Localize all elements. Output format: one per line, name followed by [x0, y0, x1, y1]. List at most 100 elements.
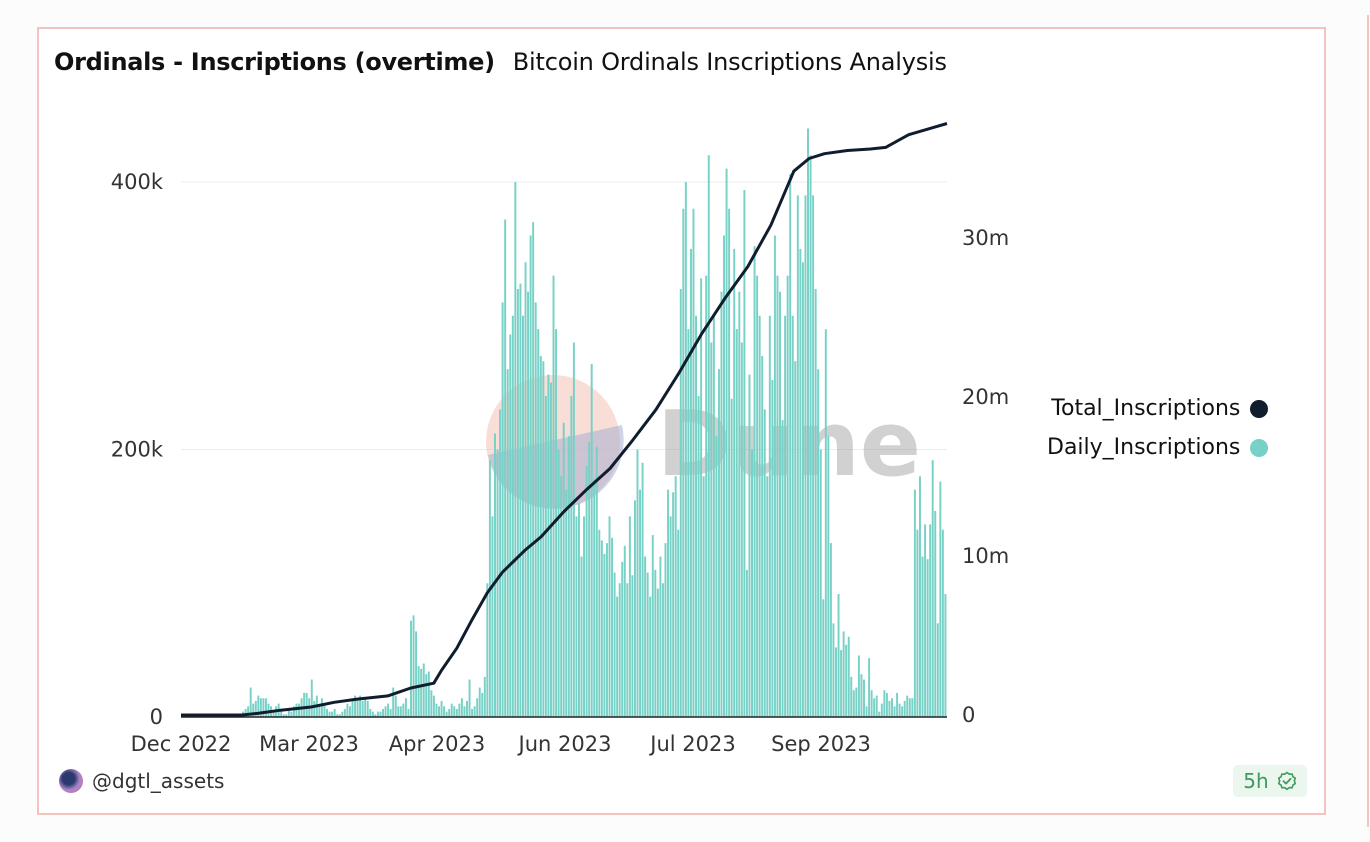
daily-bar[interactable]	[478, 687, 481, 717]
daily-bar[interactable]	[786, 275, 789, 717]
daily-bar[interactable]	[695, 315, 698, 717]
daily-bar[interactable]	[837, 593, 840, 717]
daily-bar[interactable]	[761, 355, 764, 717]
daily-bar[interactable]	[804, 195, 807, 717]
daily-bar[interactable]	[720, 291, 723, 717]
daily-bar[interactable]	[812, 195, 815, 717]
daily-bar[interactable]	[913, 489, 916, 717]
daily-bar[interactable]	[254, 700, 257, 717]
daily-bar[interactable]	[707, 155, 710, 717]
daily-bar[interactable]	[410, 620, 412, 717]
daily-bar[interactable]	[723, 235, 725, 718]
daily-bar[interactable]	[934, 511, 937, 717]
daily-bar[interactable]	[865, 706, 868, 717]
daily-bar[interactable]	[896, 692, 899, 717]
daily-bar[interactable]	[443, 706, 446, 717]
daily-bar[interactable]	[728, 208, 731, 717]
daily-bar[interactable]	[908, 698, 911, 717]
daily-bar[interactable]	[827, 436, 830, 717]
daily-bar[interactable]	[341, 711, 344, 717]
daily-bar[interactable]	[616, 596, 619, 717]
daily-bar[interactable]	[758, 315, 761, 717]
daily-bar[interactable]	[885, 692, 888, 717]
daily-bar[interactable]	[458, 703, 461, 717]
daily-bar[interactable]	[303, 692, 306, 717]
daily-bar[interactable]	[779, 291, 781, 717]
daily-bar[interactable]	[753, 246, 756, 717]
daily-bar[interactable]	[415, 631, 418, 717]
daily-bar[interactable]	[471, 708, 474, 717]
daily-bar[interactable]	[850, 676, 853, 717]
daily-bar[interactable]	[298, 703, 301, 717]
daily-bar[interactable]	[633, 500, 636, 717]
daily-bar[interactable]	[832, 623, 835, 717]
daily-bar[interactable]	[611, 537, 614, 717]
daily-bar[interactable]	[656, 588, 659, 717]
daily-bar[interactable]	[257, 695, 260, 717]
daily-bar[interactable]	[542, 361, 545, 717]
daily-bar[interactable]	[868, 658, 871, 717]
daily-bar[interactable]	[555, 329, 558, 717]
daily-bar[interactable]	[748, 374, 751, 717]
daily-bar[interactable]	[857, 655, 860, 717]
daily-bar[interactable]	[717, 369, 720, 717]
daily-bar[interactable]	[824, 329, 827, 717]
daily-bar[interactable]	[511, 315, 514, 717]
daily-bar[interactable]	[893, 706, 896, 717]
daily-bar[interactable]	[346, 703, 349, 717]
daily-bar[interactable]	[438, 706, 440, 717]
daily-bar[interactable]	[264, 698, 267, 717]
daily-bar[interactable]	[801, 262, 804, 717]
daily-bar[interactable]	[924, 524, 927, 717]
daily-bar[interactable]	[473, 706, 476, 717]
daily-bar[interactable]	[929, 524, 932, 717]
total-inscriptions-line[interactable]	[181, 122, 948, 717]
daily-bar[interactable]	[453, 706, 456, 717]
daily-bar[interactable]	[771, 379, 774, 717]
daily-bar[interactable]	[537, 329, 540, 717]
daily-bar[interactable]	[700, 278, 703, 717]
daily-bar[interactable]	[817, 369, 820, 717]
daily-bar[interactable]	[628, 516, 631, 717]
daily-bar[interactable]	[430, 690, 433, 717]
daily-bar[interactable]	[366, 700, 369, 717]
author-link[interactable]: @dgtl_assets	[59, 769, 224, 793]
daily-bar[interactable]	[371, 711, 374, 717]
daily-bar[interactable]	[697, 396, 700, 717]
daily-bar[interactable]	[906, 695, 909, 717]
daily-bar[interactable]	[313, 700, 316, 717]
daily-bar[interactable]	[679, 289, 682, 717]
daily-bar[interactable]	[550, 382, 552, 717]
daily-bar[interactable]	[407, 708, 410, 717]
daily-bar[interactable]	[323, 703, 326, 717]
daily-bar[interactable]	[560, 476, 563, 717]
daily-bar[interactable]	[669, 516, 672, 717]
daily-bar[interactable]	[557, 449, 560, 718]
daily-bar[interactable]	[687, 329, 690, 717]
daily-bar[interactable]	[626, 583, 629, 717]
daily-bar[interactable]	[735, 329, 738, 717]
daily-bar[interactable]	[455, 708, 458, 717]
daily-bar[interactable]	[738, 291, 741, 717]
daily-bar[interactable]	[318, 706, 321, 717]
daily-bar[interactable]	[422, 663, 425, 718]
daily-bar[interactable]	[486, 583, 489, 717]
daily-bar[interactable]	[532, 222, 535, 717]
daily-bar[interactable]	[789, 173, 792, 718]
daily-bar[interactable]	[852, 690, 855, 717]
daily-bar[interactable]	[514, 182, 517, 717]
freshness-badge[interactable]: 5h	[1233, 765, 1307, 797]
daily-bar[interactable]	[781, 420, 784, 717]
daily-bar[interactable]	[328, 711, 331, 717]
daily-bar[interactable]	[432, 695, 435, 717]
daily-bar[interactable]	[481, 692, 484, 717]
daily-bar[interactable]	[649, 596, 652, 717]
daily-bar[interactable]	[427, 671, 430, 717]
daily-bar[interactable]	[875, 695, 878, 717]
daily-bar[interactable]	[870, 690, 873, 717]
daily-bar[interactable]	[725, 168, 728, 717]
daily-bar[interactable]	[567, 436, 570, 717]
daily-bar[interactable]	[285, 714, 288, 717]
daily-bar[interactable]	[397, 706, 400, 717]
daily-bar[interactable]	[583, 516, 586, 717]
